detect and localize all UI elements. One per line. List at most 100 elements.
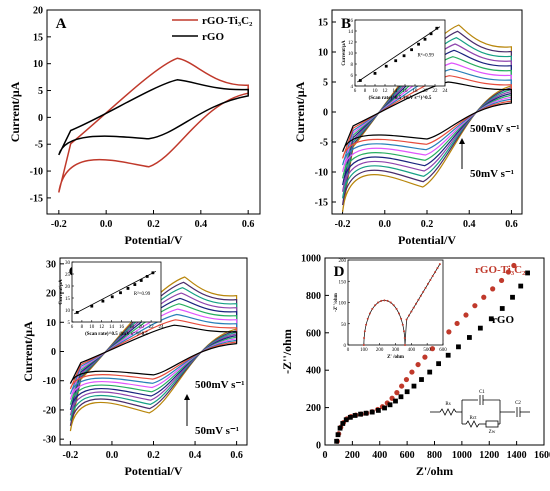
data-point <box>404 389 410 395</box>
inset-x-tick-label: 8 <box>81 325 84 330</box>
inset-x-tick-label: 22 <box>433 89 439 94</box>
y-axis-label: Current/μA <box>8 81 22 142</box>
data-point <box>505 269 512 275</box>
data-point <box>409 369 415 375</box>
inset-x-tick-label: 20 <box>423 89 429 94</box>
inset-x-axis-label: (Scan rate)^0.5 /(mV s⁻¹)^0.5 <box>369 95 432 101</box>
y-tick-label: 15 <box>33 32 43 43</box>
inset-data-point <box>423 37 427 41</box>
x-tick-label: 0.4 <box>195 219 208 230</box>
x-tick-label: 0.0 <box>100 219 113 230</box>
inset-data-point <box>366 317 369 320</box>
inset-y-tick-label: 150 <box>339 280 347 285</box>
x-tick-label: 1000 <box>452 450 472 461</box>
y-tick-label: 200 <box>306 403 321 414</box>
y-tick-label: 10 <box>46 318 56 329</box>
inset-r2-annotation: R²=0.99 <box>418 52 435 58</box>
y-tick-label: 20 <box>33 6 43 17</box>
data-point <box>398 394 404 400</box>
y-tick-label: 30 <box>46 259 56 270</box>
cv-curve <box>342 81 512 153</box>
inset-data-point <box>133 283 137 286</box>
data-point <box>472 303 478 309</box>
inset-data-point <box>417 298 420 301</box>
inset-x-tick-label: 14 <box>109 325 115 330</box>
inset-x-tick-label: 500 <box>423 348 431 353</box>
data-point <box>525 270 530 276</box>
inset-data-point <box>394 59 398 63</box>
inset-y-tick-label: 4 <box>351 85 354 90</box>
series-label-rgo-ti3c2: rGO-Ti₃C₂ <box>475 264 526 276</box>
annotation-high-rate: 500mV s⁻¹ <box>195 379 245 391</box>
inset-x-tick-label: 0 <box>347 348 350 353</box>
series-label-rgo: rGO <box>492 314 514 326</box>
y-tick-label: 15 <box>318 18 328 29</box>
data-point <box>382 405 387 411</box>
data-point <box>477 325 483 331</box>
x-axis-label: Potential/V <box>125 233 183 247</box>
inset-data-point <box>389 301 392 304</box>
x-tick-label: 0.6 <box>505 219 518 230</box>
y-tick-label: -5 <box>35 140 43 151</box>
cv-curve <box>69 324 238 384</box>
y-tick-label: 5 <box>38 86 43 97</box>
circuit-label-c1: C1 <box>479 390 485 395</box>
y-axis-label: -Z''/ohm <box>280 329 294 374</box>
inset-data-point <box>384 64 388 68</box>
legend-entry: rGO <box>202 31 224 43</box>
inset-data-point <box>145 275 149 278</box>
panel-b: -0.2 0.0 0.2 0.4 0.6 -15 -10 -5 0 5 10 15 Potential/… <box>293 9 523 247</box>
x-tick-label: 0.0 <box>379 219 392 230</box>
inset-data-point <box>407 314 410 317</box>
inset-x-tick-label: 16 <box>119 325 125 330</box>
x-tick-label: 0.4 <box>463 219 476 230</box>
inset-y-tick-label: 25 <box>65 273 71 278</box>
y-axis-label: Current/μA <box>21 321 35 382</box>
inset-data-point <box>386 299 389 302</box>
inset-data-point <box>405 318 408 321</box>
y-tick-label: 400 <box>306 366 321 377</box>
y-tick-label: 1000 <box>301 254 321 265</box>
data-point <box>334 438 340 444</box>
data-point <box>340 421 346 426</box>
x-axis-label: Potential/V <box>398 233 456 247</box>
y-tick-label: 5 <box>323 78 328 89</box>
y-tick-label: 0 <box>51 347 56 358</box>
data-point <box>498 277 505 284</box>
inset-r2-annotation: R²=0.99 <box>134 291 151 297</box>
inset-data-point <box>438 263 441 266</box>
inset: 6 8 10 12 14 16 18 20 22 24 5 10 15 20 25 30 (Scan rate)… <box>59 261 164 337</box>
data-point <box>510 294 515 300</box>
inset-y-tick-label: 100 <box>339 302 347 307</box>
x-tick-label: 200 <box>345 450 360 461</box>
series-rgo <box>334 270 530 444</box>
x-tick-label: 800 <box>427 450 442 461</box>
inset-data-point <box>395 307 398 310</box>
x-tick-label: 0.0 <box>106 450 119 461</box>
data-point <box>375 408 381 413</box>
inset-data-point <box>431 275 434 278</box>
inset-data-point <box>400 317 403 320</box>
inset-data-point <box>429 278 432 281</box>
inset-y-axis-label: Current/μA <box>342 40 347 66</box>
annotation-high-rate: 500mV s⁻¹ <box>470 123 520 135</box>
annotation-low-rate: 50mV s⁻¹ <box>470 168 514 180</box>
data-point <box>335 432 341 438</box>
x-tick-label: -0.2 <box>62 450 78 461</box>
data-point <box>352 413 358 418</box>
inset-x-tick-label: 10 <box>373 89 379 94</box>
x-axis-label: Z'/ohm <box>416 464 453 478</box>
inset-data-point <box>422 290 425 293</box>
y-tick-label: -10 <box>315 168 328 179</box>
inset-data-point <box>365 323 368 326</box>
inset-y-tick-label: 200 <box>339 259 347 264</box>
data-point <box>518 283 524 289</box>
equivalent-circuit: Rs C1 Rct Zw C2 <box>430 390 530 435</box>
panel-letter: B <box>341 16 351 32</box>
inset-data-point <box>410 310 413 313</box>
data-point <box>454 320 460 327</box>
x-tick-label: 400 <box>372 450 387 461</box>
